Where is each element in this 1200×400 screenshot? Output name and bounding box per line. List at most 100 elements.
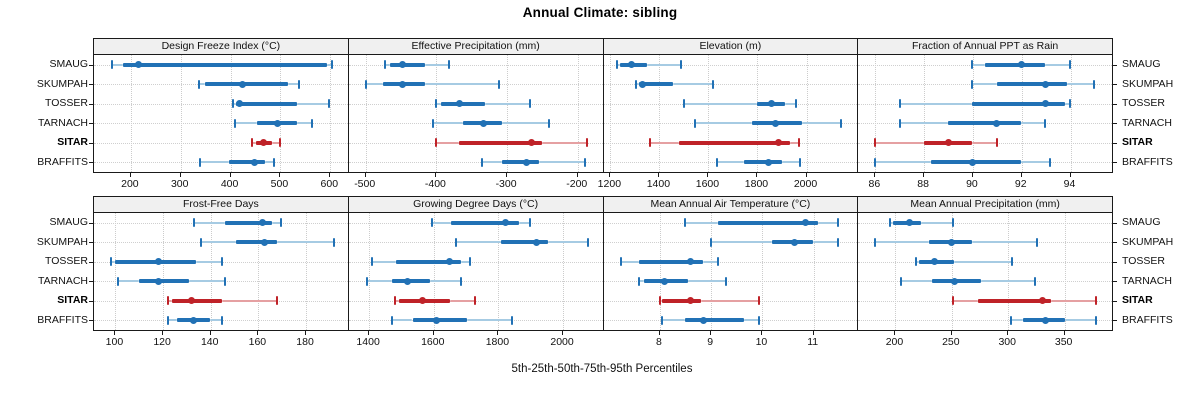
- whisker-cap-p5: [109, 257, 112, 267]
- whisker-tail-low: [367, 280, 392, 283]
- interquartile-bar: [229, 160, 265, 165]
- whisker-tail-high: [460, 260, 471, 263]
- whisker-tail-high: [1064, 319, 1097, 322]
- x-tick-mark: [707, 173, 709, 177]
- x-tick-mark: [305, 331, 307, 335]
- whisker-cap-p95: [272, 157, 275, 167]
- x-tick-mark: [805, 173, 807, 177]
- whisker-tail-high: [812, 241, 839, 244]
- x-tick-mark: [950, 331, 952, 335]
- whisker-tail-low: [198, 83, 206, 86]
- whisker-tail-low: [235, 122, 258, 125]
- whisker-cap-p95: [498, 79, 501, 89]
- panel-plot-mean-annual-air-temperature-c: [602, 213, 859, 331]
- whisker-tail-high: [1067, 83, 1094, 86]
- whisker-cap-p95: [1095, 315, 1098, 325]
- interquartile-bar: [139, 279, 189, 284]
- x-tick-mark: [209, 331, 211, 335]
- x-tick-mark: [1063, 331, 1065, 335]
- category-tick-left: [89, 142, 93, 144]
- whisker-tail-low: [662, 319, 686, 322]
- whisker-tail-low: [167, 319, 178, 322]
- whisker-tail-high: [790, 141, 799, 144]
- whisker-cap-p95: [758, 296, 761, 306]
- category-tick-right: [1113, 123, 1117, 125]
- category-tick-right: [1113, 142, 1117, 144]
- whisker-cap-p95: [1068, 60, 1071, 70]
- whisker-tail-high: [687, 280, 727, 283]
- whisker-cap-p95: [758, 315, 761, 325]
- whisker-tail-low: [635, 83, 640, 86]
- whisker-cap-p5: [390, 315, 393, 325]
- median-dot: [1041, 100, 1049, 108]
- gridline: [433, 213, 435, 330]
- interquartile-bar: [123, 62, 327, 67]
- whisker-tail-low: [481, 161, 503, 164]
- x-tick-mark: [874, 173, 876, 177]
- x-tick-label: 1600: [421, 336, 445, 348]
- whisker-cap-p5: [454, 237, 457, 247]
- x-tick-label: 1600: [695, 178, 720, 190]
- median-dot: [767, 100, 775, 108]
- x-tick-mark: [971, 173, 973, 177]
- row-guideline: [94, 142, 348, 144]
- whisker-tail-high: [1021, 122, 1046, 125]
- interquartile-bar: [224, 220, 272, 225]
- category-tick-left: [89, 222, 93, 224]
- interquartile-bar: [440, 101, 486, 106]
- whisker-cap-p95: [837, 218, 840, 228]
- row-guideline: [858, 320, 1112, 322]
- median-dot: [993, 119, 1001, 127]
- x-tick-mark: [894, 331, 896, 335]
- interquartile-bar: [451, 220, 519, 225]
- whisker-cap-p5: [192, 218, 195, 228]
- whisker-cap-p5: [1010, 315, 1013, 325]
- category-tick-left: [89, 84, 93, 86]
- whisker-cap-p95: [278, 138, 281, 148]
- x-tick-mark: [761, 331, 763, 335]
- whisker-cap-p95: [1068, 99, 1071, 109]
- category-tick-right: [1113, 162, 1117, 164]
- whisker-tail-low: [972, 83, 997, 86]
- station-label-right-smaug: SMAUG: [1122, 58, 1161, 71]
- whisker-cap-p5: [231, 99, 234, 109]
- median-dot: [906, 219, 914, 227]
- x-tick-label: 1200: [597, 178, 622, 190]
- whisker-tail-high: [272, 141, 280, 144]
- station-label-right-skumpah: SKUMPAH: [1122, 235, 1174, 248]
- category-tick-right: [1113, 103, 1117, 105]
- median-dot: [502, 219, 510, 227]
- station-label-right-skumpah: SKUMPAH: [1122, 77, 1174, 90]
- gridline: [895, 213, 897, 330]
- x-tick-mark: [162, 331, 164, 335]
- gridline: [180, 55, 182, 172]
- x-tick-mark: [1007, 331, 1009, 335]
- whisker-cap-p95: [459, 276, 462, 286]
- station-label-left-smaug: SMAUG: [49, 216, 88, 229]
- whisker-cap-p95: [332, 237, 335, 247]
- whisker-tail-low: [899, 122, 949, 125]
- whisker-tail-high: [449, 299, 476, 302]
- gridline: [924, 55, 926, 172]
- median-dot: [944, 139, 952, 147]
- whisker-cap-p95: [1011, 257, 1014, 267]
- gridline: [1070, 55, 1072, 172]
- whisker-cap-p5: [683, 99, 686, 109]
- whisker-cap-p95: [1033, 276, 1036, 286]
- median-dot: [135, 61, 143, 69]
- whisker-tail-low: [875, 141, 924, 144]
- gridline: [659, 55, 661, 172]
- x-tick-mark: [497, 331, 499, 335]
- whisker-cap-p95: [797, 138, 800, 148]
- whisker-tail-low: [112, 63, 124, 66]
- row-guideline: [348, 64, 603, 66]
- station-label-right-tosser: TOSSER: [1122, 97, 1165, 110]
- station-label-left-smaug: SMAUG: [49, 58, 88, 71]
- x-tick-label: 1800: [744, 178, 769, 190]
- x-tick-mark: [179, 173, 181, 177]
- panel-header-design-freeze-index-c: Design Freeze Index (°C): [93, 38, 349, 55]
- interquartile-bar: [972, 101, 1065, 106]
- whisker-tail-low: [900, 280, 933, 283]
- whisker-cap-p5: [971, 60, 974, 70]
- median-dot: [931, 258, 939, 266]
